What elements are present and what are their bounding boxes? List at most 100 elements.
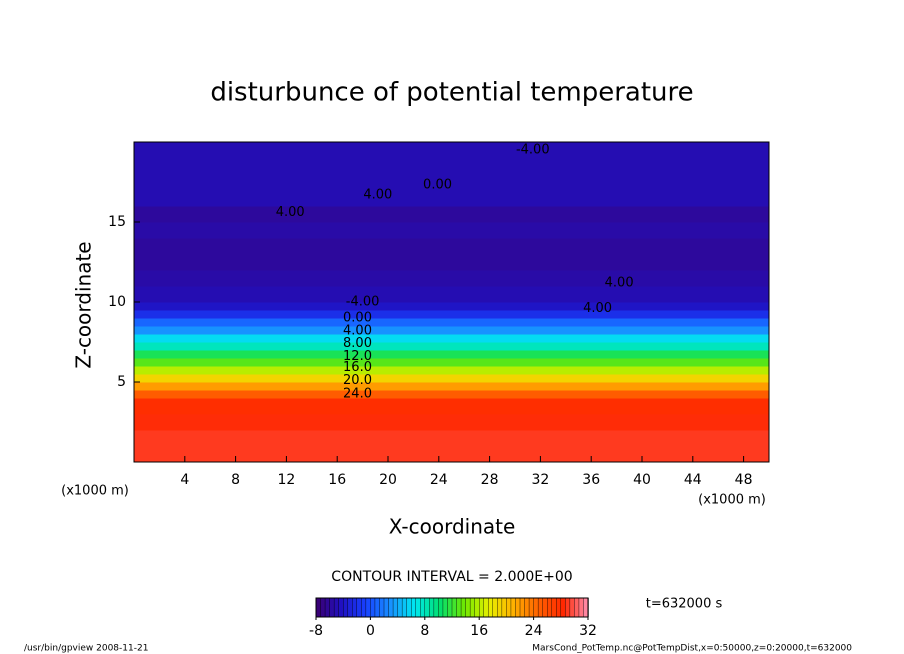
footer-left: /usr/bin/gpview 2008-11-21 <box>24 644 148 654</box>
colorbar-frame <box>315 597 589 618</box>
colorbar-cell <box>578 597 585 618</box>
field-band <box>134 414 769 431</box>
contour-label: 4.00 <box>276 205 305 220</box>
colorbar-cell <box>379 597 385 618</box>
colorbar-cell <box>533 597 539 618</box>
colorbar-cell <box>560 597 567 618</box>
x-tick-label: 20 <box>379 472 397 488</box>
colorbar-cell <box>565 597 571 618</box>
colorbar-tick-label: 0 <box>366 623 375 639</box>
field-band <box>134 238 769 255</box>
colorbar-cell <box>547 597 553 618</box>
field-band <box>134 382 769 391</box>
field-band <box>134 302 769 311</box>
colorbar-cell <box>324 597 331 618</box>
contour-label: 24.0 <box>343 387 372 402</box>
colorbar-cell <box>424 597 431 618</box>
colorbar-cell <box>429 597 435 618</box>
y-axis-label: Z-coordinate <box>72 241 96 368</box>
contour-label: 8.00 <box>343 336 372 351</box>
colorbar-cell <box>438 597 444 618</box>
x-tick-label: 12 <box>277 472 295 488</box>
colorbar-cell <box>510 597 517 618</box>
colorbar-cell <box>479 597 485 618</box>
colorbar-cell <box>460 597 467 618</box>
colorbar-cell <box>397 597 403 618</box>
contour-label: 4.00 <box>363 187 392 202</box>
field-band <box>134 190 769 207</box>
colorbar-cell <box>497 597 503 618</box>
colorbar-cell <box>469 597 476 618</box>
field-band <box>134 326 769 335</box>
colorbar-cell <box>483 597 489 618</box>
colorbar-cell <box>556 597 562 618</box>
field-band <box>134 366 769 375</box>
colorbar-tick-label: -8 <box>309 623 323 639</box>
contour-label: 0.00 <box>343 311 372 326</box>
colorbar-cell <box>492 597 499 618</box>
colorbar-cell <box>474 597 480 618</box>
x-unit-label: (x1000 m) <box>698 493 766 508</box>
field-band <box>134 286 769 303</box>
colorbar-cell <box>528 597 535 618</box>
colorbar-cell <box>406 597 412 618</box>
colorbar-cell <box>542 597 548 618</box>
colorbar-cell <box>315 597 322 618</box>
contour-interval: CONTOUR INTERVAL = 2.000E+00 <box>331 569 572 585</box>
field-band <box>134 398 769 415</box>
contour-label: -4.00 <box>346 295 380 310</box>
colorbar-cell <box>388 597 394 618</box>
colorbar-cell <box>356 597 363 618</box>
colorbar-cell <box>524 597 530 618</box>
time-label: t=632000 s <box>646 597 723 612</box>
colorbar-cell <box>442 597 449 618</box>
x-tick-label: 28 <box>481 472 499 488</box>
field-band <box>134 334 769 343</box>
chart-title: disturbunce of potential temperature <box>210 78 693 108</box>
colorbar-cell <box>506 597 512 618</box>
x-tick-label: 36 <box>582 472 600 488</box>
contour-label: -4.00 <box>516 143 550 158</box>
contour-label: 4.00 <box>583 301 612 316</box>
colorbar-cell <box>519 597 526 618</box>
field-band <box>134 350 769 359</box>
field-band <box>134 390 769 399</box>
x-tick-label: 24 <box>430 472 448 488</box>
field-band <box>134 174 769 191</box>
field-band <box>134 310 769 319</box>
colorbar-tick-label: 8 <box>420 623 429 639</box>
x-tick-label: 4 <box>180 472 189 488</box>
field-band <box>134 342 769 351</box>
colorbar-cell <box>456 597 462 618</box>
footer-right: MarsCond_PotTemp.nc@PotTempDist,x=0:5000… <box>532 644 852 654</box>
field-band <box>134 222 769 239</box>
colorbar-tick-label: 32 <box>579 623 597 639</box>
colorbar-cell <box>465 597 471 618</box>
colorbar-tick-label: 24 <box>525 623 543 639</box>
colorbar-cell <box>401 597 408 618</box>
colorbar-cell <box>365 597 372 618</box>
contour-label: 20.0 <box>343 373 372 388</box>
colorbar-cell <box>551 597 557 618</box>
y-tick-label: 5 <box>117 374 126 390</box>
colorbar-cell <box>320 597 326 618</box>
field-band <box>134 142 769 159</box>
colorbar-cell <box>569 597 576 618</box>
field-band <box>134 374 769 383</box>
x-tick-label: 40 <box>633 472 651 488</box>
x-tick-label: 8 <box>231 472 240 488</box>
x-tick-label: 44 <box>684 472 702 488</box>
contour-label: 4.00 <box>343 323 372 338</box>
colorbar-cell <box>515 597 521 618</box>
colorbar-cell <box>361 597 367 618</box>
colorbar-cell <box>347 597 353 618</box>
field-band <box>134 446 769 463</box>
field-band <box>134 430 769 447</box>
field-band <box>134 358 769 367</box>
colorbar-cell <box>447 597 453 618</box>
colorbar-cell <box>343 597 349 618</box>
colorbar-cell <box>451 597 458 618</box>
colorbar-cell <box>488 597 494 618</box>
x-tick-label: 16 <box>328 472 346 488</box>
